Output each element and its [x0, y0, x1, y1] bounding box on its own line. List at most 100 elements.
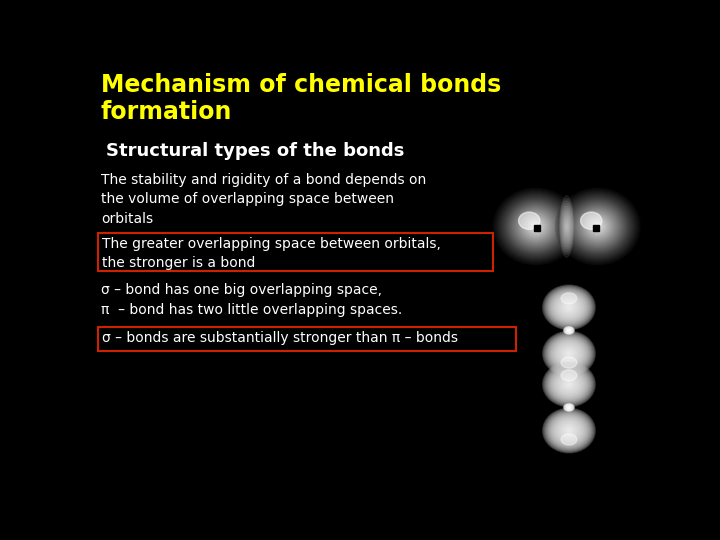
Ellipse shape [562, 195, 633, 258]
Ellipse shape [544, 363, 594, 406]
Ellipse shape [562, 378, 576, 390]
Ellipse shape [565, 328, 572, 333]
Ellipse shape [567, 329, 571, 332]
Ellipse shape [534, 225, 538, 228]
Ellipse shape [527, 219, 544, 234]
Ellipse shape [543, 362, 595, 407]
Ellipse shape [580, 211, 615, 242]
Ellipse shape [564, 303, 575, 312]
Ellipse shape [555, 373, 582, 396]
Ellipse shape [552, 416, 586, 445]
Ellipse shape [574, 205, 621, 248]
Ellipse shape [566, 351, 572, 356]
Ellipse shape [549, 367, 589, 401]
Ellipse shape [565, 219, 568, 234]
Ellipse shape [507, 200, 564, 253]
Ellipse shape [534, 226, 536, 227]
Text: σ – bond has one big overlapping space,
π  – bond has two little overlapping spa: σ – bond has one big overlapping space, … [101, 283, 402, 318]
Ellipse shape [531, 222, 540, 231]
Ellipse shape [553, 417, 585, 444]
Ellipse shape [566, 406, 572, 409]
Ellipse shape [595, 225, 600, 228]
Ellipse shape [522, 214, 549, 239]
Ellipse shape [562, 206, 571, 247]
Ellipse shape [564, 304, 573, 311]
Ellipse shape [580, 210, 616, 243]
Ellipse shape [564, 216, 569, 237]
Ellipse shape [562, 204, 572, 249]
Ellipse shape [562, 301, 576, 314]
Ellipse shape [558, 191, 637, 262]
Ellipse shape [546, 334, 592, 373]
Ellipse shape [597, 226, 599, 227]
Ellipse shape [557, 420, 582, 441]
Ellipse shape [557, 374, 582, 395]
Ellipse shape [587, 217, 608, 236]
Ellipse shape [564, 403, 575, 411]
Ellipse shape [528, 220, 543, 233]
Ellipse shape [560, 193, 635, 260]
Ellipse shape [498, 192, 574, 261]
Ellipse shape [568, 200, 627, 253]
Ellipse shape [557, 343, 582, 364]
Ellipse shape [518, 210, 554, 243]
Ellipse shape [562, 208, 571, 245]
Ellipse shape [557, 296, 582, 318]
Ellipse shape [520, 212, 552, 241]
Ellipse shape [545, 287, 593, 328]
Ellipse shape [550, 291, 588, 323]
Ellipse shape [562, 425, 575, 436]
Ellipse shape [543, 285, 595, 330]
Ellipse shape [588, 218, 607, 235]
Text: Structural types of the bonds: Structural types of the bonds [106, 142, 404, 160]
Ellipse shape [566, 382, 572, 387]
Ellipse shape [561, 201, 572, 252]
Ellipse shape [545, 364, 593, 405]
Ellipse shape [571, 202, 624, 251]
Ellipse shape [548, 289, 590, 325]
Ellipse shape [576, 207, 619, 246]
Ellipse shape [593, 222, 603, 231]
Ellipse shape [561, 370, 577, 381]
Ellipse shape [557, 421, 580, 441]
Ellipse shape [549, 291, 589, 325]
Ellipse shape [563, 211, 570, 242]
Ellipse shape [511, 204, 560, 248]
Ellipse shape [546, 288, 591, 326]
Ellipse shape [546, 411, 592, 450]
Ellipse shape [567, 199, 629, 254]
Ellipse shape [546, 366, 591, 403]
Ellipse shape [585, 215, 611, 238]
Ellipse shape [559, 299, 578, 315]
Ellipse shape [505, 199, 567, 254]
Ellipse shape [568, 307, 570, 308]
Ellipse shape [564, 427, 573, 434]
Ellipse shape [529, 221, 542, 232]
Ellipse shape [493, 188, 578, 265]
Ellipse shape [565, 404, 573, 410]
Ellipse shape [551, 292, 587, 322]
Ellipse shape [562, 348, 575, 359]
Ellipse shape [548, 336, 590, 372]
Ellipse shape [523, 215, 549, 238]
Ellipse shape [564, 380, 575, 389]
Ellipse shape [564, 426, 575, 435]
Ellipse shape [568, 430, 570, 431]
Ellipse shape [559, 375, 580, 393]
Ellipse shape [552, 339, 586, 368]
Text: Mechanism of chemical bonds
formation: Mechanism of chemical bonds formation [101, 72, 501, 124]
Ellipse shape [544, 286, 594, 329]
Ellipse shape [578, 209, 617, 244]
Ellipse shape [550, 338, 588, 369]
Ellipse shape [498, 193, 573, 260]
Ellipse shape [560, 198, 573, 255]
Ellipse shape [567, 382, 571, 386]
Ellipse shape [555, 419, 582, 442]
Ellipse shape [516, 208, 556, 245]
Ellipse shape [564, 214, 570, 239]
Ellipse shape [543, 408, 595, 453]
Ellipse shape [560, 377, 577, 392]
Ellipse shape [552, 370, 586, 399]
Ellipse shape [545, 333, 593, 374]
Ellipse shape [559, 346, 578, 362]
